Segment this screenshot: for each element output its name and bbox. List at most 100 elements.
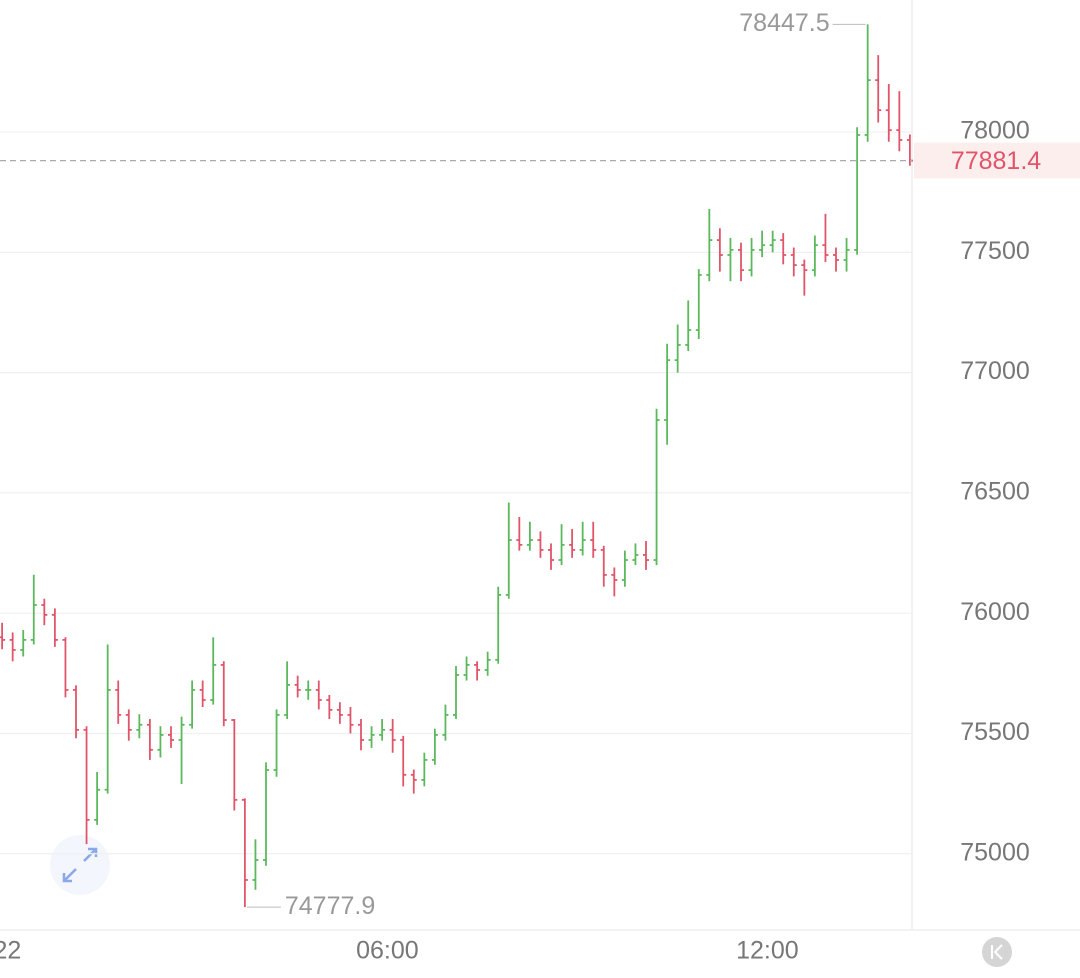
- ohlc-bar: [780, 233, 787, 265]
- ohlc-bar: [537, 531, 544, 558]
- ohlc-bar: [748, 237, 755, 277]
- ohlc-bar: [801, 259, 808, 296]
- ohlc-bar: [716, 228, 723, 272]
- ohlc-bar: [875, 55, 882, 123]
- ohlc-bar: [146, 719, 153, 760]
- ohlc-bar: [822, 213, 829, 262]
- ohlc-bar: [695, 269, 702, 339]
- ohlc-bar: [526, 521, 533, 551]
- ohlc-bar: [632, 543, 639, 566]
- x-tick-label: 12:00: [736, 937, 799, 965]
- ohlc-bar: [885, 83, 892, 142]
- ohlc-bar: [706, 209, 713, 282]
- ohlc-bar: [854, 127, 861, 255]
- ohlc-bar: [431, 728, 438, 765]
- ohlc-bar: [284, 661, 291, 720]
- ohlc-bar: [727, 237, 734, 282]
- ohlc-bar: [73, 685, 79, 739]
- ohlc-bar: [210, 637, 217, 705]
- ohlc-bar: [611, 567, 618, 597]
- y-tick-label: 78000: [960, 117, 1030, 145]
- ohlc-bar: [379, 719, 386, 741]
- ohlc-bar: [358, 719, 364, 751]
- ohlc-bar: [484, 651, 491, 676]
- ohlc-bar: [590, 521, 597, 558]
- ohlc-bar: [843, 237, 850, 272]
- ohlc-bar: [769, 230, 776, 253]
- ohlc-bar: [811, 235, 818, 277]
- y-tick-label: 77000: [960, 357, 1030, 385]
- ohlc-bar: [51, 608, 58, 647]
- x-tick-label: 06:00: [356, 937, 419, 965]
- ohlc-bar: [115, 680, 122, 724]
- last-price-bg: [914, 142, 1080, 179]
- ohlc-bar: [389, 719, 396, 753]
- ohlc-bar: [178, 716, 185, 784]
- ohlc-bar: [9, 632, 16, 662]
- y-tick-label: 76500: [960, 478, 1030, 506]
- expand-button[interactable]: [50, 835, 110, 895]
- ohlc-bar: [569, 528, 576, 558]
- ohlc-bar: [62, 637, 69, 698]
- ohlc-bar: [125, 709, 132, 741]
- ohlc-bar: [347, 707, 354, 734]
- ohlc-bar: [600, 545, 607, 587]
- ohlc-bar: [315, 680, 322, 710]
- expand-bg: [50, 835, 110, 895]
- ohlc-bar: [674, 324, 681, 373]
- ohlc-bar: [410, 769, 417, 794]
- ohlc-bar: [104, 644, 111, 794]
- ohlc-bar: [294, 675, 301, 698]
- ohlc-bar: [685, 300, 692, 351]
- ohlc-bar: [263, 762, 269, 866]
- ohlc-bar: [621, 550, 628, 587]
- x-tick-label: 22: [0, 937, 21, 965]
- ohlc-bar: [20, 630, 27, 657]
- ohlc-bar: [643, 541, 649, 570]
- max-label: 78447.5: [739, 9, 829, 37]
- ohlc-bar: [252, 839, 259, 890]
- ohlc-bar: [83, 726, 90, 845]
- ohlc-bar: [664, 343, 671, 445]
- scroll-icon: [991, 944, 1003, 960]
- ohlc-bar: [738, 242, 744, 282]
- ohlc-bar: [336, 702, 343, 724]
- plot: 75000 75500 76000 76500 77000 77500 78000 22 06:…: [0, 9, 1080, 965]
- ohlc-bar: [400, 735, 407, 787]
- ohlc-bar: [326, 694, 333, 720]
- ohlc-bar: [231, 719, 238, 811]
- y-tick-label: 75500: [960, 718, 1030, 746]
- ohlc-bar: [453, 666, 459, 720]
- min-label: 74777.9: [285, 892, 375, 920]
- ohlc-bar: [30, 574, 37, 645]
- ohlc-bar: [0, 622, 6, 650]
- ohlc-bar: [41, 598, 48, 626]
- ohlc-bar: [157, 726, 164, 758]
- ohlc-bar: [505, 502, 512, 599]
- last-price-label: 77881.4: [951, 147, 1041, 175]
- ohlc-bar: [199, 680, 206, 708]
- ohlc-bar: [305, 680, 312, 700]
- ohlc-bar: [548, 543, 554, 570]
- ohlc-bar: [864, 24, 871, 142]
- ohlc-bar: [168, 726, 174, 748]
- ohlc-bar: [94, 771, 101, 825]
- ohlc-bar: [790, 247, 797, 277]
- y-tick-label: 75000: [960, 838, 1030, 866]
- ohlc-bar: [474, 661, 481, 681]
- ohlc-bar: [241, 798, 248, 908]
- ohlc-bar: [653, 408, 660, 566]
- ohlc-bar: [220, 661, 227, 727]
- expand-icon: [62, 847, 98, 883]
- y-tick-label: 76000: [960, 598, 1030, 626]
- ohlc-bar: [442, 704, 449, 741]
- ohlc-bar: [273, 709, 280, 777]
- y-tick-label: 77500: [960, 237, 1030, 265]
- ohlc-bar: [759, 230, 766, 258]
- scroll-bg: [982, 937, 1012, 967]
- ohlc-bar: [833, 247, 839, 272]
- ohlc-bar: [579, 521, 586, 556]
- scroll-to-latest-button[interactable]: [982, 937, 1012, 967]
- ohlc-bar: [516, 516, 523, 551]
